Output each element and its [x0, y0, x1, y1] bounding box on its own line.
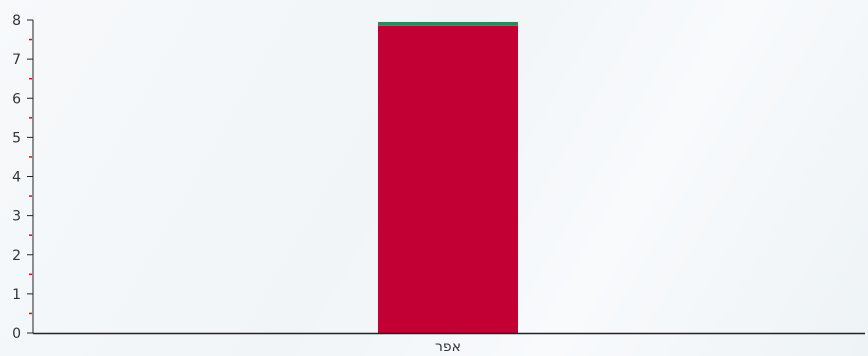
- x-tick-label: אפר: [435, 339, 461, 355]
- y-axis-ticks: 0 1 2 3 4 5 6 7 8: [12, 13, 33, 342]
- y-tick-label: 7: [12, 52, 21, 68]
- y-tick-label: 5: [12, 130, 21, 146]
- y-tick-label: 4: [12, 170, 21, 186]
- y-tick-label: 0: [12, 326, 21, 342]
- bar-segment[interactable]: [378, 21, 518, 26]
- y-tick-label: 1: [12, 287, 21, 303]
- bar-segment[interactable]: [378, 25, 518, 334]
- bars: [378, 21, 518, 334]
- y-tick-label: 6: [12, 91, 21, 107]
- x-axis-labels: אפר: [435, 339, 461, 355]
- y-tick-label: 8: [12, 13, 21, 29]
- y-tick-label: 3: [12, 209, 21, 225]
- y-tick-label: 2: [12, 248, 21, 264]
